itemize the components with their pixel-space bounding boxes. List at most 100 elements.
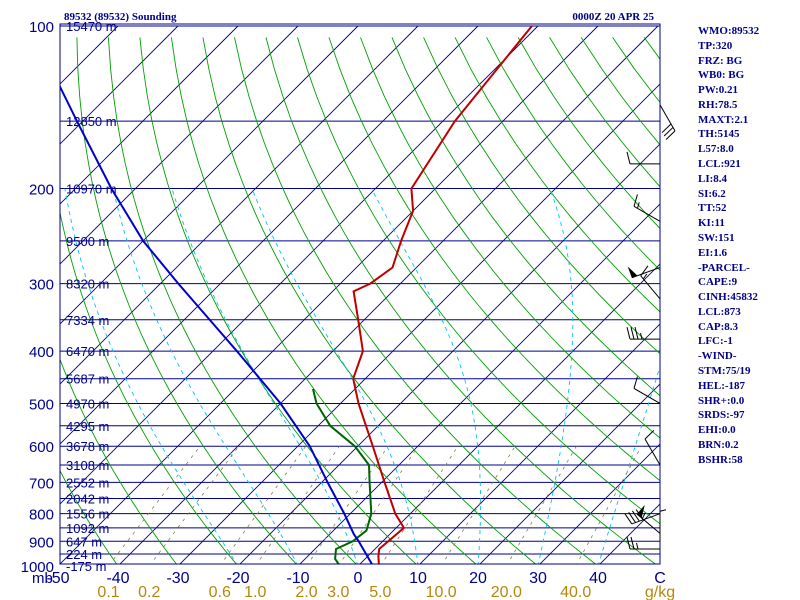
height-label: 6470 m bbox=[66, 344, 109, 359]
index-item: EHI:0.0 bbox=[698, 424, 736, 437]
index-item: CAP:8.3 bbox=[698, 320, 739, 333]
index-item: CINH:45832 bbox=[698, 291, 758, 304]
wind-barb-flag bbox=[626, 536, 631, 550]
profile-traces bbox=[60, 25, 533, 564]
plot-frame bbox=[59, 23, 661, 565]
pressure-tick-label: 300 bbox=[29, 277, 54, 294]
pressure-tick-label: 500 bbox=[29, 396, 54, 413]
isotherm-line bbox=[539, 443, 660, 564]
height-label: 10970 m bbox=[66, 182, 117, 197]
height-label: 4970 m bbox=[66, 396, 109, 411]
mixing-ratio-line bbox=[220, 445, 307, 564]
index-item: LCL:921 bbox=[698, 158, 741, 171]
isotherm-line bbox=[60, 25, 539, 505]
wind-barb-staff bbox=[644, 438, 661, 466]
isotherm-line bbox=[60, 25, 479, 445]
wind-barb-flag bbox=[631, 510, 640, 522]
mixing-ratio-line bbox=[576, 446, 642, 564]
index-item: SI:6.2 bbox=[698, 187, 726, 200]
isotherm-line bbox=[60, 25, 239, 205]
dry-adiabat-line bbox=[265, 37, 657, 564]
dry-adiabat-line bbox=[139, 37, 417, 564]
mixing-ratio-label: 0.2 bbox=[138, 584, 160, 600]
index-item: SW:151 bbox=[698, 231, 735, 244]
wind-barb-flag bbox=[633, 194, 638, 207]
wind-barb-pennant bbox=[627, 266, 638, 278]
height-label: 9500 m bbox=[66, 234, 109, 249]
height-label: 3108 m bbox=[66, 458, 109, 473]
wind-barb-pennant bbox=[637, 504, 645, 518]
mixing-ratio-line bbox=[256, 445, 340, 564]
index-item: RH:78.5 bbox=[698, 98, 738, 111]
parcel-trace bbox=[60, 84, 373, 564]
wind-barb-half-flag bbox=[641, 512, 646, 519]
wind-barb-staff bbox=[631, 513, 661, 525]
pressure-tick-label: 200 bbox=[29, 182, 54, 199]
pressure-tick-label: 800 bbox=[29, 507, 54, 524]
mixing-ratio-label: 1.0 bbox=[244, 584, 266, 600]
wind-barb-flag bbox=[633, 376, 638, 389]
mixing-ratio-label: 2.0 bbox=[295, 584, 317, 600]
mixing-ratio-label: 5.0 bbox=[369, 584, 391, 600]
wind-barbs bbox=[624, 104, 676, 550]
dry-adiabat-line bbox=[486, 37, 660, 271]
dry-adiabat-line bbox=[454, 37, 660, 313]
index-item: WB0: BG bbox=[698, 69, 745, 82]
wind-barb-half-flag bbox=[659, 509, 667, 512]
height-label: 1092 m bbox=[66, 521, 109, 536]
dry-adiabat-line bbox=[328, 37, 660, 482]
dry-adiabat-line bbox=[360, 37, 660, 439]
temperature-tick-label: -10 bbox=[286, 570, 309, 587]
index-item: KI:11 bbox=[698, 217, 725, 230]
index-item: MAXT:2.1 bbox=[698, 113, 749, 126]
isotherm-line bbox=[60, 25, 419, 385]
index-item: WMO:89532 bbox=[698, 25, 760, 37]
temperature-tick-label: 40 bbox=[589, 570, 607, 587]
index-item: -WIND- bbox=[698, 350, 737, 363]
index-item: LCL:873 bbox=[698, 305, 741, 318]
pressure-tick-label: 600 bbox=[29, 439, 54, 456]
wind-barb-flag bbox=[626, 326, 631, 340]
index-item: L57:8.0 bbox=[698, 143, 734, 156]
dry-adiabat-line bbox=[170, 37, 477, 564]
isotherm-line bbox=[60, 25, 359, 325]
index-item: HEL:-187 bbox=[698, 379, 746, 392]
wind-barb-flag bbox=[640, 265, 649, 277]
mixing-ratio-line bbox=[109, 445, 201, 564]
height-label: 224 m bbox=[66, 547, 102, 562]
isotherm-line bbox=[60, 25, 599, 564]
pressure-tick-label: 900 bbox=[29, 534, 54, 551]
moist-adiabat-line bbox=[251, 188, 419, 564]
mixing-ratio-line bbox=[150, 445, 240, 564]
index-item: LFC:-1 bbox=[698, 335, 733, 348]
dry-adiabat-line bbox=[423, 37, 660, 355]
index-item: SRDS:-97 bbox=[698, 409, 745, 422]
dry-adiabat-line bbox=[60, 469, 118, 564]
height-label: 7334 m bbox=[66, 313, 109, 328]
isotherm-line bbox=[179, 83, 660, 564]
height-label: 5687 m bbox=[66, 372, 109, 387]
index-item: SHR+:0.0 bbox=[698, 394, 745, 407]
moist-adiabat-line bbox=[112, 188, 298, 564]
dry-adiabat-line bbox=[60, 210, 237, 564]
pressure-tick-label: 700 bbox=[29, 475, 54, 492]
height-label: 3678 m bbox=[66, 439, 109, 454]
wind-barb-flag bbox=[630, 326, 635, 340]
height-label: 8320 m bbox=[66, 277, 109, 292]
isotherm-line bbox=[359, 263, 660, 564]
isotherm-line bbox=[60, 25, 299, 265]
isotherm-line bbox=[60, 25, 179, 145]
moist-adiabat-line bbox=[537, 188, 574, 564]
index-item: FRZ: BG bbox=[698, 54, 743, 67]
mixing-ratio-label: 3.0 bbox=[327, 584, 349, 600]
pressure-tick-label: 400 bbox=[29, 344, 54, 361]
mixing-ratio-line bbox=[307, 445, 389, 564]
height-label: 12850 m bbox=[66, 114, 117, 129]
wind-barb-half-flag bbox=[642, 273, 648, 280]
wind-barb-flag bbox=[630, 536, 635, 550]
temperature-tick-label: 20 bbox=[469, 570, 487, 587]
mixing-ratio-unit-label: g/kg bbox=[645, 584, 675, 600]
y-unit-label: mb bbox=[32, 570, 53, 587]
